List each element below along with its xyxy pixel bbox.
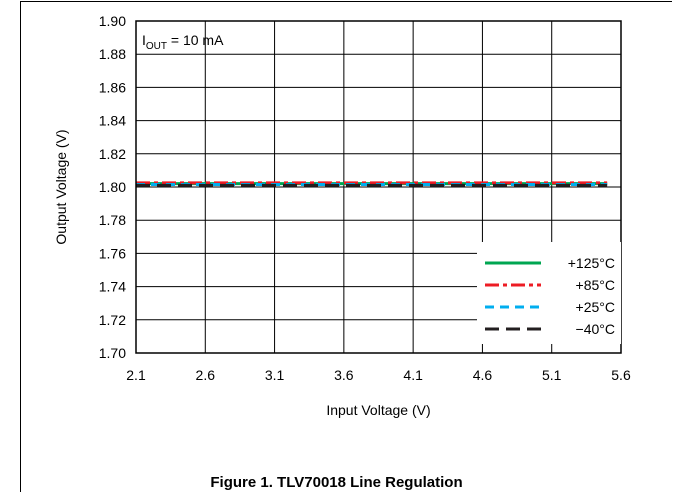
- x-tick-label: 3.1: [265, 367, 285, 383]
- y-tick-label: 1.86: [99, 79, 126, 95]
- y-tick-label: 1.82: [99, 146, 126, 162]
- y-tick-label: 1.72: [99, 312, 126, 328]
- y-tick-label: 1.90: [99, 13, 126, 29]
- y-tick-label: 1.84: [99, 113, 126, 129]
- x-tick-label: 5.1: [542, 367, 562, 383]
- figure-caption: Figure 1. TLV70018 Line Regulation: [210, 474, 463, 491]
- x-tick-label: 5.6: [611, 367, 631, 383]
- x-tick-label: 3.6: [334, 367, 354, 383]
- legend-label: +85°C: [576, 277, 615, 293]
- y-tick-label: 1.76: [99, 245, 126, 261]
- annotation-iout: IOUT = 10 mA: [142, 32, 224, 52]
- x-axis-label: Input Voltage (V): [326, 402, 430, 418]
- legend-box: [477, 242, 621, 344]
- x-tick-label: 2.1: [126, 367, 146, 383]
- figure-frame: [20, 1, 672, 492]
- x-tick-label: 4.1: [403, 367, 423, 383]
- y-tick-label: 1.78: [99, 212, 126, 228]
- line-chart: 2.1 2.6 3.1 3.6 4.1 4.6 5.1 5.6 1.70 1.72 1.74 1.76…: [53, 13, 631, 418]
- x-tick-label: 4.6: [473, 367, 493, 383]
- x-tick-label: 2.6: [196, 367, 216, 383]
- y-axis-label: Output Voltage (V): [53, 129, 69, 244]
- y-tick-label: 1.80: [99, 179, 126, 195]
- plot-border: [135, 20, 622, 354]
- y-tick-label: 1.74: [99, 279, 126, 295]
- legend-label: −40°C: [576, 321, 615, 337]
- y-tick-label: 1.88: [99, 46, 126, 62]
- legend-label: +25°C: [576, 299, 615, 315]
- legend-label: +125°C: [568, 255, 615, 271]
- y-tick-label: 1.70: [99, 345, 126, 361]
